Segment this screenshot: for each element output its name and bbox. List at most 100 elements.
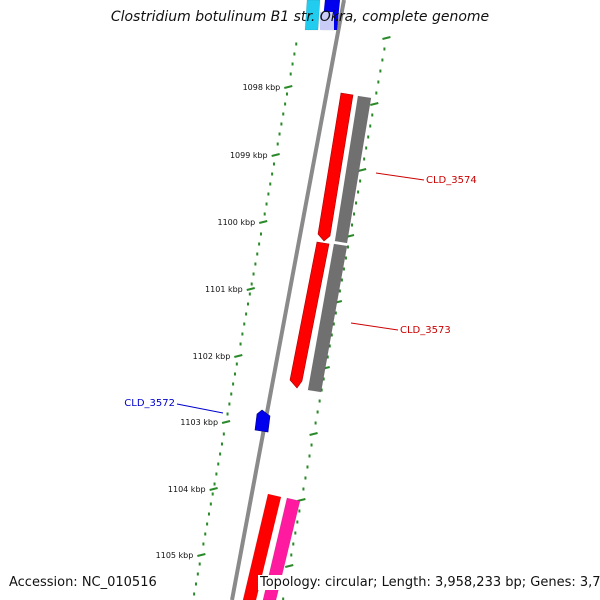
scale-minor-tick: [206, 522, 209, 526]
cds-feature-bottom-magenta: [262, 497, 301, 600]
scale-minor-tick: [235, 362, 238, 366]
scale-tick-label: 1099 kbp: [230, 151, 268, 160]
scale-minor-tick: [215, 472, 218, 476]
scale-minor-tick: [248, 292, 251, 296]
outer-minor-tick: [294, 531, 297, 535]
outer-minor-tick: [308, 454, 311, 458]
scale-minor-tick: [254, 262, 257, 266]
scale-tick-label: 1100 kbp: [217, 218, 255, 227]
backbone-line: [230, 0, 346, 600]
outer-minor-tick: [334, 311, 337, 315]
cds-feature-top-pale: [320, 12, 334, 30]
scale-minor-tick: [291, 62, 294, 66]
outer-minor-tick: [306, 465, 309, 469]
scale-minor-tick: [265, 202, 268, 206]
scale-minor-tick: [198, 562, 201, 566]
scale-minor-tick: [222, 432, 225, 436]
outer-minor-tick: [316, 410, 319, 414]
gene-leader-line: [375, 172, 425, 181]
outer-minor-tick: [330, 333, 333, 337]
outer-minor-tick: [310, 443, 313, 447]
scale-major-tick: [258, 220, 268, 224]
cds-feature-top-cyan: [304, 0, 321, 31]
outer-minor-tick: [292, 542, 295, 546]
scale-minor-tick: [258, 242, 261, 246]
outer-major-tick: [297, 498, 306, 502]
scale-minor-tick: [284, 102, 287, 106]
outer-minor-tick: [375, 91, 378, 95]
scale-minor-tick: [219, 452, 222, 456]
scale-major-tick: [209, 487, 218, 491]
scale-minor-tick: [280, 122, 283, 126]
outer-minor-tick: [304, 476, 307, 480]
scale-minor-tick: [256, 252, 259, 256]
outer-minor-tick: [377, 80, 380, 84]
outer-minor-tick: [357, 190, 360, 194]
outer-minor-tick: [298, 509, 301, 513]
outer-major-tick: [382, 36, 391, 40]
outer-minor-tick: [363, 157, 366, 161]
scale-minor-tick: [226, 412, 229, 416]
scale-minor-tick: [278, 132, 281, 136]
outer-major-tick: [370, 102, 379, 106]
outer-minor-tick: [381, 58, 384, 62]
gene-label: CLD_3573: [400, 325, 451, 336]
outer-major-tick: [285, 564, 294, 568]
scale-tick-label: 1103 kbp: [180, 418, 218, 427]
outer-minor-tick: [332, 322, 335, 326]
scale-minor-tick: [282, 112, 285, 116]
scale-minor-tick: [207, 512, 210, 516]
outer-minor-tick: [353, 212, 356, 216]
gene-label: CLD_3572: [124, 398, 175, 409]
outer-minor-tick: [328, 344, 331, 348]
outer-minor-tick: [344, 256, 347, 260]
topology-label: Topology: circular; Length: 3,958,233 bp…: [258, 575, 600, 590]
outer-minor-tick: [326, 355, 329, 359]
outer-major-tick: [357, 168, 367, 172]
scale-minor-tick: [271, 172, 274, 176]
outer-minor-tick: [318, 399, 321, 403]
outer-minor-tick: [338, 289, 341, 293]
scale-minor-tick: [220, 442, 223, 446]
cds-feature-cld3574-red: [317, 92, 354, 242]
scale-minor-tick: [228, 402, 231, 406]
scale-minor-tick: [289, 72, 292, 76]
outer-minor-tick: [320, 388, 323, 392]
scale-minor-tick: [259, 232, 262, 236]
scale-major-tick: [284, 85, 293, 89]
scale-minor-tick: [239, 342, 242, 346]
outer-minor-tick: [322, 377, 325, 381]
outer-minor-tick: [365, 146, 368, 150]
scale-minor-tick: [269, 182, 272, 186]
scale-minor-tick: [293, 52, 296, 56]
outer-minor-tick: [296, 520, 299, 524]
cds-feature-cld3572-blue: [254, 409, 271, 433]
scale-minor-tick: [217, 462, 220, 466]
cds-feature-cld3573-red: [289, 241, 330, 389]
cds-feature-cld3573-gray: [307, 243, 348, 393]
scale-minor-tick: [202, 542, 205, 546]
scale-minor-tick: [243, 322, 246, 326]
scale-minor-tick: [250, 282, 253, 286]
cds-feature-cld3574-gray: [334, 95, 372, 244]
scale-major-tick: [246, 287, 255, 291]
scale-minor-tick: [241, 332, 244, 336]
scale-tick-label: 1101 kbp: [205, 285, 243, 294]
scale-minor-tick: [272, 162, 275, 166]
scale-minor-tick: [245, 312, 248, 316]
scale-minor-tick: [267, 192, 270, 196]
outer-minor-tick: [355, 201, 358, 205]
scale-minor-tick: [194, 582, 197, 586]
scale-minor-tick: [230, 392, 233, 396]
scale-tick-label: 1102 kbp: [193, 352, 231, 361]
scale-minor-tick: [252, 272, 255, 276]
gene-leader-line: [176, 403, 224, 414]
outer-minor-tick: [371, 113, 374, 117]
outer-minor-tick: [351, 223, 354, 227]
outer-major-tick: [309, 432, 318, 436]
scale-major-tick: [271, 153, 280, 157]
gene-label: CLD_3574: [426, 175, 477, 186]
scale-tick-label: 1104 kbp: [168, 485, 206, 494]
scale-minor-tick: [246, 302, 249, 306]
outer-minor-tick: [302, 487, 305, 491]
